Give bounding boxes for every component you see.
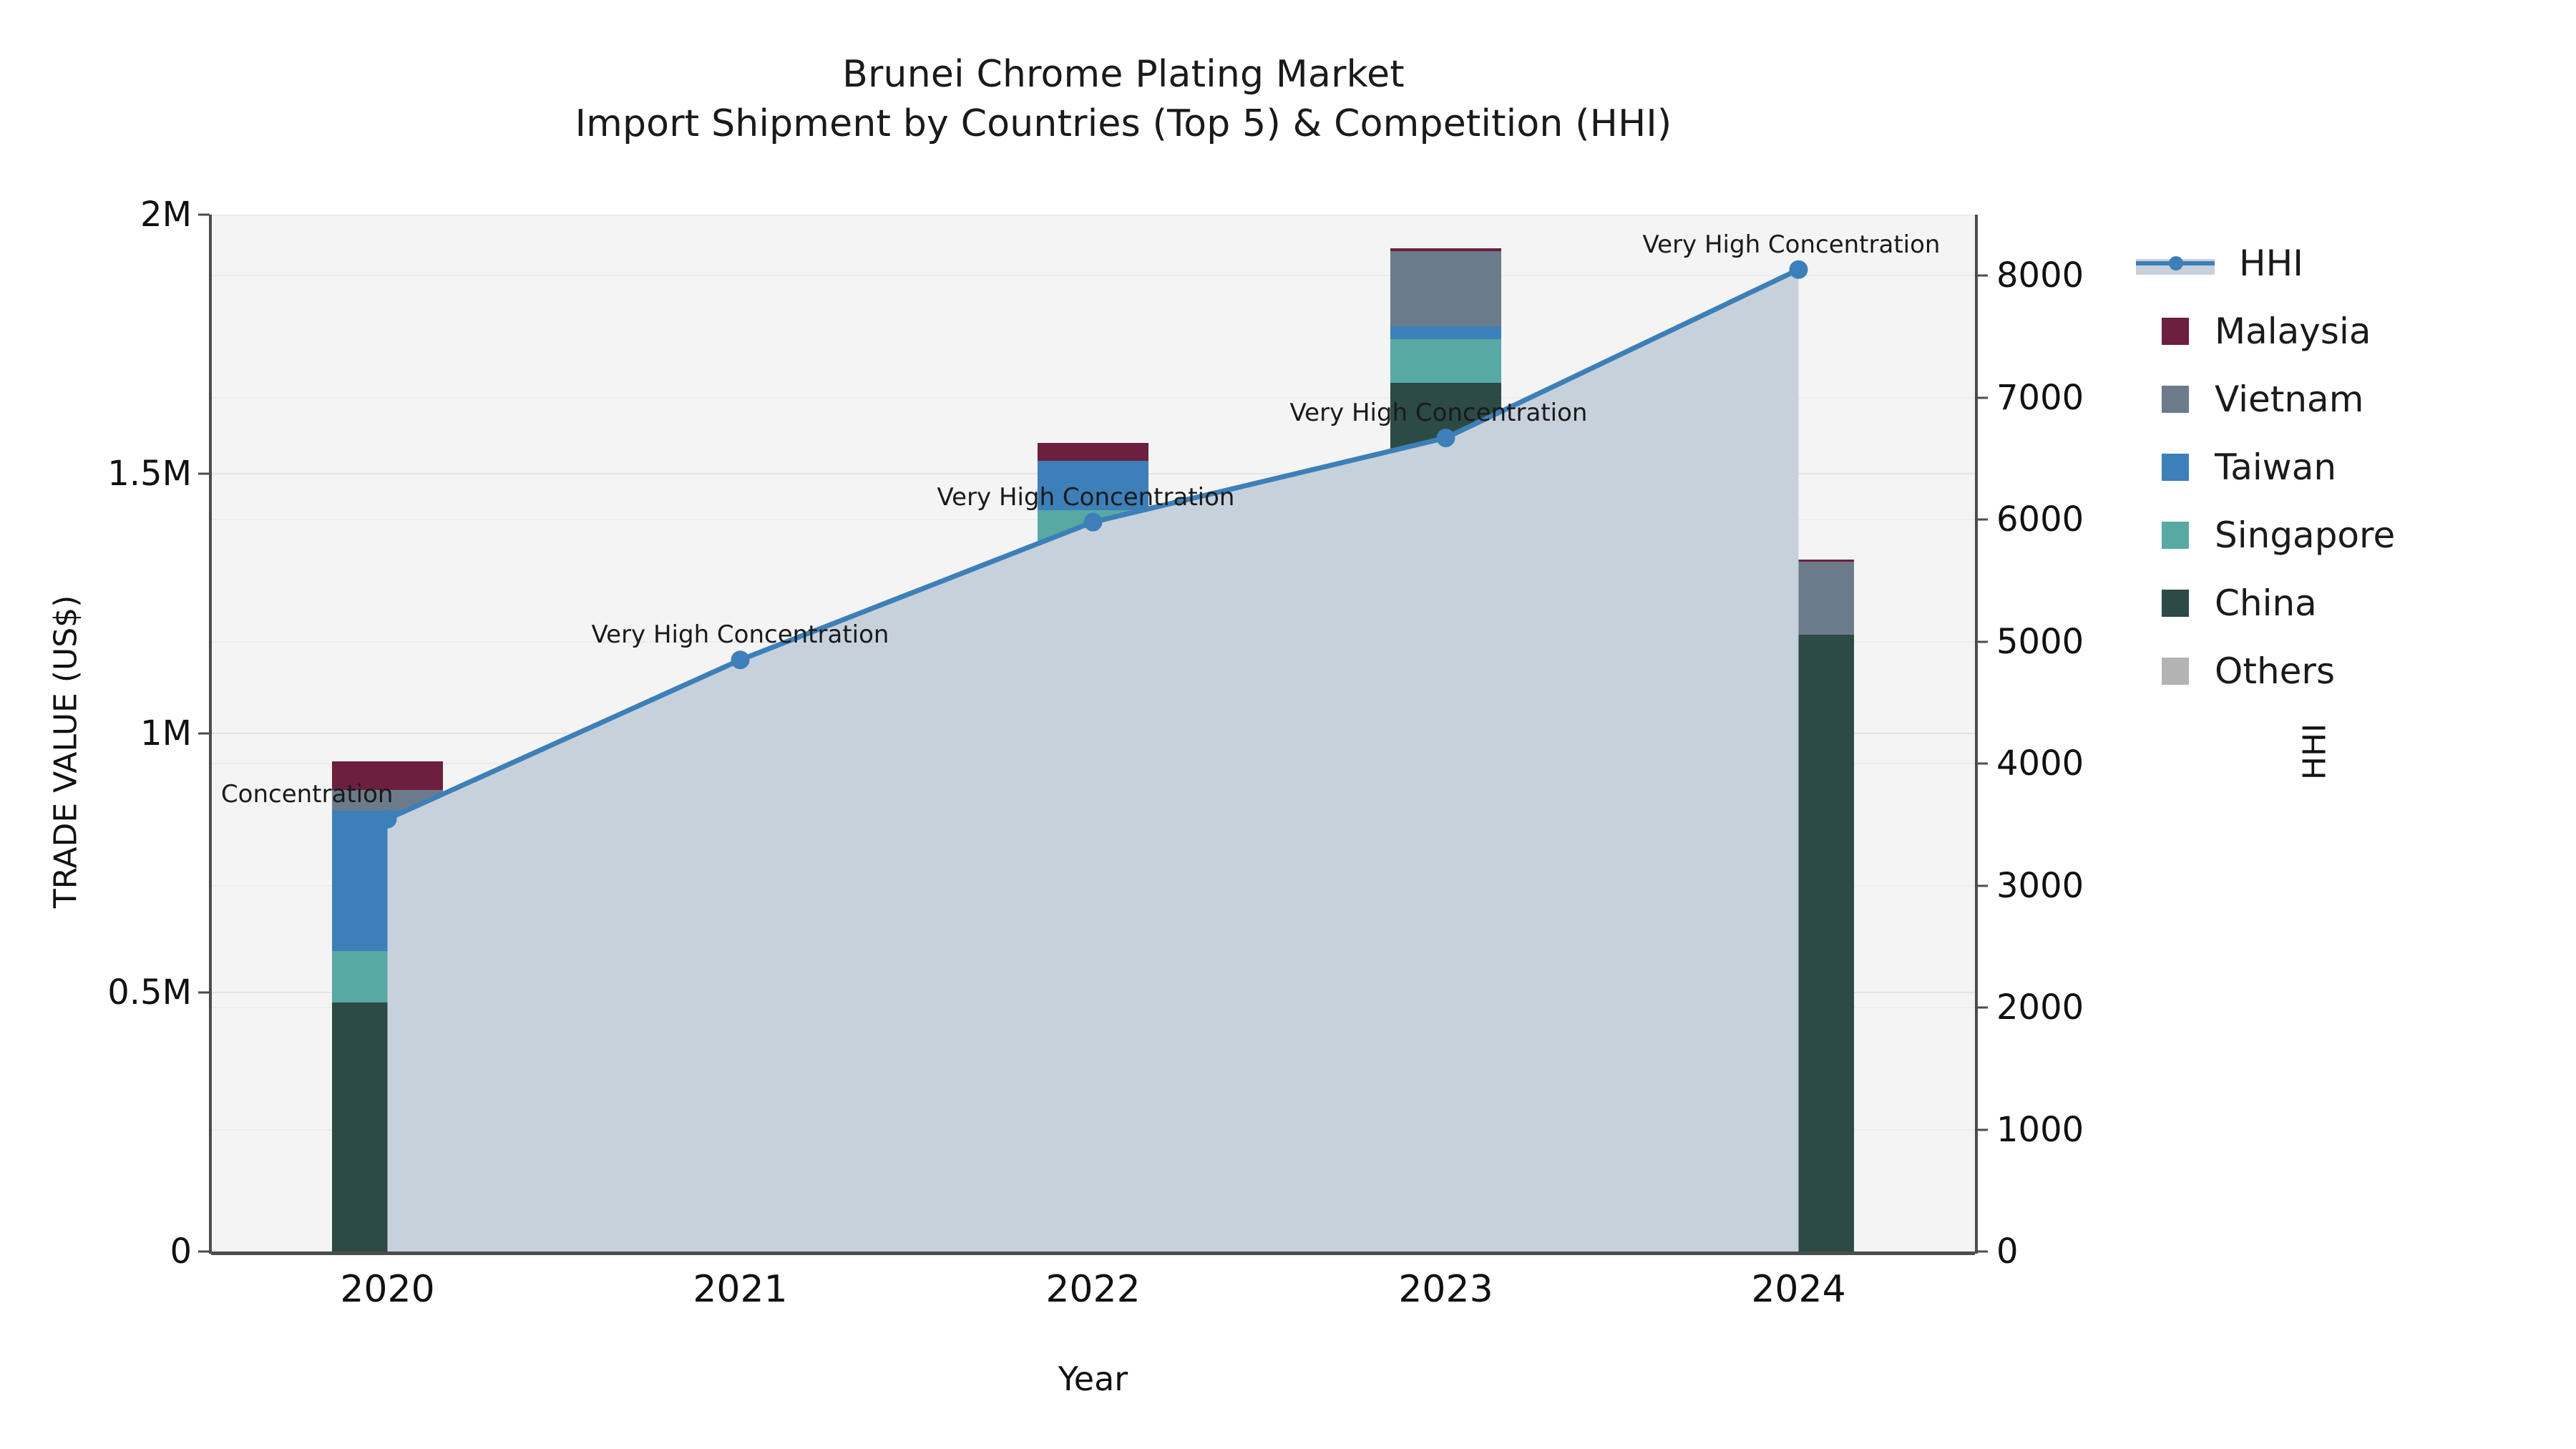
y-right-tick-label: 1000 — [1996, 1109, 2084, 1150]
y-left-tickmark — [198, 732, 210, 734]
annotation-2022: Very High Concentration — [937, 482, 1235, 512]
y-right-tick-label: 3000 — [1996, 865, 2084, 906]
hhi-marker-2023 — [1436, 428, 1455, 447]
legend-item-singapore[interactable]: Singapore — [2136, 501, 2565, 569]
y-right-tickmark — [1976, 762, 1988, 765]
y-right-tickmark — [1976, 518, 1988, 521]
y-right-tickmark — [1976, 884, 1988, 887]
gridline-minor — [211, 396, 1975, 399]
hhi-marker-2022 — [1083, 512, 1103, 532]
y-axis-left-spine — [209, 215, 212, 1254]
x-tick-label-2020: 2020 — [340, 1268, 435, 1311]
y-right-tickmark — [1976, 640, 1988, 643]
y-right-tick-label: 4000 — [1996, 743, 2084, 784]
title-line-2: Import Shipment by Countries (Top 5) & C… — [575, 102, 1672, 145]
hhi-series — [378, 260, 1808, 1252]
legend-label-singapore: Singapore — [2215, 514, 2396, 556]
legend-marker-dot — [2169, 255, 2183, 270]
bar-segment-vietnam — [1390, 250, 1501, 326]
bar-segment-malaysia — [1038, 442, 1148, 462]
legend-swatch-others — [2162, 657, 2189, 685]
legend-label-china: China — [2215, 582, 2317, 624]
y-left-tick-label: 1.5M — [107, 454, 192, 494]
hhi-marker-2020 — [378, 809, 397, 829]
y-right-tickmark — [1976, 1250, 1988, 1253]
title-line-1: Brunei Chrome Plating Market — [842, 53, 1405, 96]
legend-line-icon — [2136, 250, 2215, 277]
chart-title: Brunei Chrome Plating Market Import Ship… — [0, 50, 2247, 148]
legend-swatch-singapore — [2162, 521, 2189, 549]
annotation-2024: Very High Concentration — [1642, 230, 1941, 259]
y-right-tickmark — [1976, 1128, 1988, 1131]
x-tick-label-2022: 2022 — [1045, 1268, 1141, 1311]
legend-item-others[interactable]: Others — [2136, 637, 2565, 705]
legend-label-malaysia: Malaysia — [2215, 310, 2371, 352]
bar-segment-taiwan — [1390, 326, 1501, 339]
x-axis-spine — [211, 1252, 1975, 1255]
y-right-tick-label: 2000 — [1996, 987, 2084, 1028]
x-tick-label-2024: 2024 — [1751, 1268, 1846, 1311]
annotation-2020: Very High Concentration — [211, 779, 394, 809]
y-right-tickmark — [1976, 1006, 1988, 1009]
y-right-tickmark — [1976, 274, 1988, 277]
legend-item-malaysia[interactable]: Malaysia — [2136, 297, 2565, 365]
annotation-2021: Very High Concentration — [591, 620, 889, 650]
y-axis-left-title: TRADE VALUE (US$) — [47, 595, 84, 909]
hhi-markers — [378, 260, 1808, 829]
legend-item-china[interactable]: China — [2136, 569, 2565, 637]
y-left-tick-label: 1M — [140, 713, 192, 753]
y-left-tickmark — [198, 472, 210, 475]
legend-item-hhi[interactable]: HHI — [2136, 229, 2565, 297]
bar-segment-singapore — [1390, 338, 1501, 384]
legend-swatch-taiwan — [2162, 453, 2189, 481]
x-tick-label-2023: 2023 — [1398, 1268, 1493, 1311]
bar-segment-malaysia — [1390, 248, 1501, 251]
legend-item-taiwan[interactable]: Taiwan — [2136, 433, 2565, 501]
chart-legend: HHI Malaysia Vietnam Taiwan Singapore China Ot… — [2136, 229, 2565, 705]
hhi-area-fill — [387, 269, 1799, 1252]
plot-area: Very High Concentration Very High Concent… — [211, 215, 1975, 1252]
annotation-2023: Very High Concentration — [1289, 398, 1588, 427]
y-left-tickmark — [198, 1250, 210, 1253]
legend-swatch-malaysia — [2162, 317, 2189, 345]
y-right-tickmark — [1976, 396, 1988, 399]
x-tick-label-2021: 2021 — [693, 1268, 788, 1311]
y-right-tick-label: 5000 — [1996, 621, 2084, 662]
legend-label-taiwan: Taiwan — [2215, 446, 2337, 488]
y-right-tick-label: 8000 — [1996, 255, 2084, 296]
y-right-tick-label: 6000 — [1996, 499, 2084, 540]
y-left-tick-label: 0 — [170, 1231, 192, 1272]
legend-label-hhi: HHI — [2239, 242, 2303, 284]
y-right-tick-label: 7000 — [1996, 377, 2084, 418]
hhi-marker-2024 — [1789, 260, 1808, 279]
hhi-marker-2021 — [731, 650, 750, 670]
bar-segment-taiwan — [1038, 461, 1148, 510]
legend-swatch-china — [2162, 589, 2189, 617]
x-axis-title: Year — [1058, 1360, 1128, 1398]
legend-label-others: Others — [2215, 650, 2336, 692]
gridline-minor — [211, 275, 1975, 277]
y-right-tick-label: 0 — [1996, 1231, 2019, 1272]
y-axis-right-spine — [1975, 215, 1978, 1254]
legend-item-vietnam[interactable]: Vietnam — [2136, 365, 2565, 433]
legend-swatch-vietnam — [2162, 385, 2189, 413]
y-left-tickmark — [198, 991, 210, 994]
y-left-tick-label: 2M — [140, 195, 192, 235]
y-left-tick-label: 0.5M — [107, 972, 192, 1013]
bar-segment-malaysia — [332, 761, 443, 791]
legend-label-vietnam: Vietnam — [2215, 378, 2364, 420]
y-left-tickmark — [198, 213, 210, 216]
